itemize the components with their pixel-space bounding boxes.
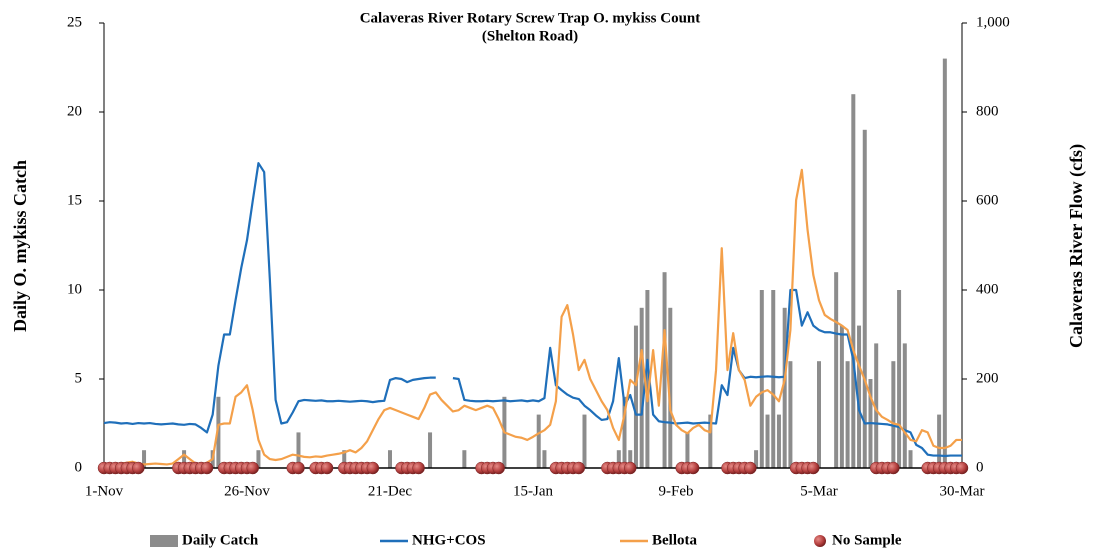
no-sample-marker: [623, 461, 637, 475]
bar: [639, 307, 644, 468]
bar: [216, 396, 221, 468]
bar: [902, 343, 907, 468]
bar: [685, 432, 690, 468]
bar: [645, 290, 650, 468]
y2-tick-label: 200: [976, 370, 999, 386]
no-sample-marker: [412, 461, 425, 475]
bar: [891, 361, 896, 468]
bar: [759, 290, 764, 468]
bar: [771, 290, 776, 468]
bar: [834, 272, 839, 468]
y-tick-label: 15: [67, 192, 82, 208]
bar: [765, 414, 770, 468]
y-tick-label: 10: [67, 281, 82, 297]
no-sample-marker: [246, 461, 259, 475]
y2-tick-label: 1,000: [976, 14, 1010, 30]
no-sample-marker: [200, 461, 214, 475]
y2-tick-label: 0: [976, 459, 984, 475]
bar: [897, 290, 902, 468]
y2-tick-label: 600: [976, 192, 999, 208]
legend-label: Bellota: [652, 532, 697, 548]
bar: [628, 450, 633, 468]
x-tick-label: 9-Feb: [659, 483, 694, 499]
legend-label: No Sample: [832, 532, 902, 548]
bar: [582, 414, 587, 468]
bar: [857, 325, 862, 468]
bar: [782, 307, 787, 468]
no-sample-marker: [744, 461, 757, 475]
bar: [428, 432, 433, 468]
no-sample-marker: [292, 461, 305, 475]
bar: [542, 450, 547, 468]
no-sample-marker: [955, 461, 969, 475]
no-sample-marker: [492, 461, 505, 475]
x-tick-label: 5-Mar: [800, 483, 838, 499]
bar: [668, 307, 673, 468]
bar: [817, 361, 821, 468]
no-sample-marker: [572, 461, 586, 475]
bar: [633, 325, 638, 468]
no-sample-marker: [887, 461, 900, 475]
bar: [788, 361, 793, 468]
y-tick-label: 5: [75, 370, 83, 386]
legend-label: NHG+COS: [412, 532, 486, 548]
bar: [388, 450, 392, 468]
no-sample-marker: [366, 461, 380, 475]
no-sample-marker: [132, 461, 145, 475]
bar: [256, 450, 261, 468]
bar: [862, 129, 867, 469]
bar: [845, 361, 850, 468]
bar: [874, 343, 879, 468]
bar: [908, 450, 913, 468]
bar: [342, 450, 347, 468]
no-sample-marker: [686, 461, 700, 475]
bar: [776, 414, 781, 468]
bar: [839, 325, 844, 468]
bar: [536, 414, 541, 468]
bar: [142, 450, 147, 468]
legend-swatch: [150, 535, 178, 547]
y2-tick-label: 800: [976, 103, 999, 119]
no-sample-marker: [320, 461, 334, 475]
bar: [708, 414, 713, 468]
bar: [851, 94, 856, 468]
bar: [616, 450, 621, 468]
y-tick-label: 25: [67, 14, 82, 30]
y2-axis-label: Calaveras River Flow (cfs): [1066, 144, 1087, 348]
bar: [942, 58, 947, 468]
bar: [622, 396, 627, 468]
x-tick-label: 21-Dec: [368, 483, 412, 499]
chart-subtitle: (Shelton Road): [482, 28, 578, 44]
x-tick-label: 30-Mar: [940, 483, 985, 499]
legend-label: Daily Catch: [182, 532, 259, 548]
x-tick-label: 15-Jan: [513, 483, 553, 499]
bar: [937, 414, 942, 468]
y-tick-label: 0: [75, 459, 83, 475]
bar: [754, 450, 759, 468]
bar: [462, 450, 467, 468]
x-tick-label: 1-Nov: [85, 483, 124, 499]
bar: [662, 272, 667, 468]
x-tick-label: 26-Nov: [224, 483, 270, 499]
y2-tick-label: 400: [976, 281, 999, 297]
chart-title: Calaveras River Rotary Screw Trap O. myk…: [360, 10, 701, 26]
bar: [182, 450, 187, 468]
bar: [296, 432, 301, 468]
line: [103, 162, 962, 458]
line: [103, 168, 962, 466]
y-tick-label: 20: [67, 103, 82, 119]
legend-swatch: [814, 535, 826, 547]
y-axis-label: Daily O. mykiss Catch: [10, 160, 30, 332]
no-sample-marker: [807, 461, 820, 475]
